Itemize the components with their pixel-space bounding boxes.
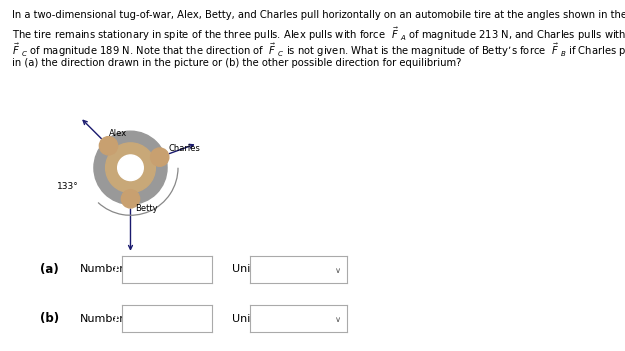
Text: 133°: 133°	[58, 181, 79, 191]
Text: Betty: Betty	[135, 204, 158, 213]
Text: Number: Number	[80, 313, 125, 324]
Text: Units: Units	[232, 313, 261, 324]
Text: i: i	[114, 264, 118, 274]
Text: (a): (a)	[40, 263, 59, 276]
Text: ∨: ∨	[335, 266, 341, 275]
Text: Charles: Charles	[168, 144, 200, 153]
Text: Number: Number	[80, 264, 125, 274]
Text: In a two-dimensional tug-of-war, Alex, Betty, and Charles pull horizontally on a: In a two-dimensional tug-of-war, Alex, B…	[12, 10, 625, 20]
Circle shape	[94, 131, 167, 204]
Text: $\vec{F}$ $_{C}$ of magnitude 189 N. Note that the direction of  $\vec{F}$ $_{C}: $\vec{F}$ $_{C}$ of magnitude 189 N. Not…	[12, 42, 625, 59]
Text: i: i	[114, 313, 118, 324]
Text: Units: Units	[232, 264, 261, 274]
Text: Alex: Alex	[109, 129, 127, 138]
Text: in (a) the direction drawn in the picture or (b) the other possible direction fo: in (a) the direction drawn in the pictur…	[12, 58, 461, 68]
Circle shape	[151, 148, 169, 166]
Circle shape	[118, 155, 143, 180]
Text: The tire remains stationary in spite of the three pulls. Alex pulls with force  : The tire remains stationary in spite of …	[12, 26, 625, 44]
Circle shape	[106, 143, 156, 193]
Text: ∨: ∨	[335, 315, 341, 324]
Circle shape	[99, 137, 118, 155]
Circle shape	[121, 190, 139, 208]
Text: (b): (b)	[40, 312, 59, 325]
